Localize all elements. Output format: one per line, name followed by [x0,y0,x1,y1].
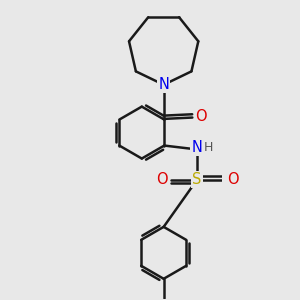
Text: O: O [156,172,167,187]
Text: O: O [195,110,207,124]
Text: S: S [192,172,202,187]
Text: N: N [158,77,169,92]
Text: H: H [203,141,213,154]
Text: O: O [227,172,239,187]
Text: N: N [192,140,203,155]
